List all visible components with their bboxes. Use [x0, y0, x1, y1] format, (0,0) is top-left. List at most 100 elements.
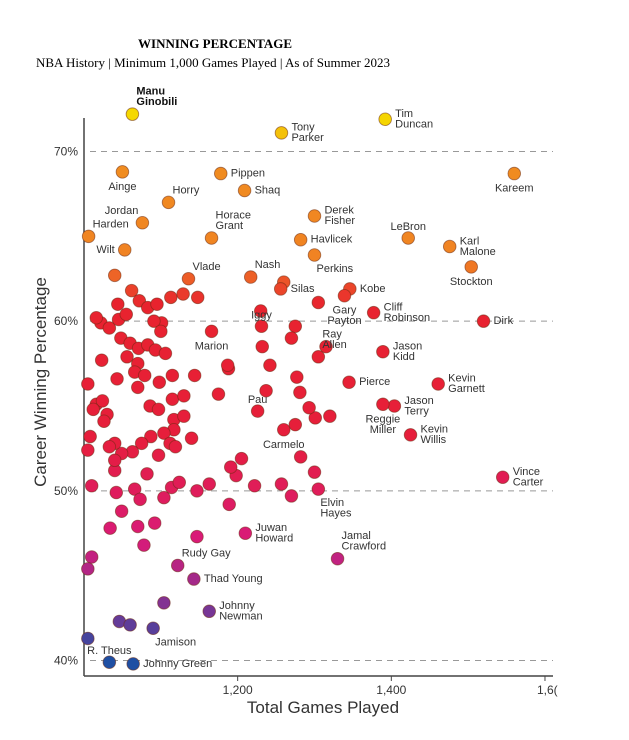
- data-point: [323, 409, 337, 423]
- point-label: Ray: [322, 328, 342, 340]
- point-label: Horace: [216, 210, 251, 222]
- y-tick-label: 60%: [54, 314, 78, 328]
- data-point-labeled: [254, 319, 269, 334]
- data-point: [220, 358, 235, 373]
- point-label: Perkins: [316, 263, 353, 275]
- data-point-labeled: [431, 377, 445, 391]
- data-point: [133, 492, 147, 507]
- data-point: [107, 268, 122, 283]
- data-point: [187, 368, 202, 383]
- data-point: [107, 453, 122, 468]
- data-point: [311, 295, 326, 310]
- y-tick-label: 40%: [54, 654, 78, 668]
- data-point: [89, 311, 104, 325]
- data-point: [190, 484, 204, 498]
- data-point-labeled: [274, 126, 289, 140]
- point-label: Reggie: [365, 413, 400, 425]
- data-point: [157, 490, 171, 505]
- data-point: [84, 478, 99, 493]
- y-tick-label: 70%: [54, 145, 78, 159]
- point-label: R. Theus: [87, 645, 132, 657]
- data-point: [263, 358, 277, 373]
- axes: [83, 118, 553, 677]
- data-point: [140, 467, 154, 481]
- data-point-labeled: [311, 350, 326, 364]
- data-point: [131, 519, 145, 534]
- data-point: [157, 596, 171, 610]
- data-point: [109, 485, 124, 500]
- point-label: Jason: [393, 340, 422, 352]
- point-label: Stockton: [450, 276, 493, 288]
- data-point-labeled: [337, 288, 352, 303]
- point-label: Carmelo: [263, 439, 305, 451]
- data-point: [103, 521, 117, 535]
- data-point: [284, 489, 299, 503]
- data-point-labeled: [464, 260, 478, 274]
- data-point: [176, 287, 190, 301]
- point-label: Fisher: [324, 215, 355, 227]
- data-point: [165, 392, 180, 406]
- point-label: Silas: [291, 283, 315, 295]
- x-tick-label: 1,6(: [537, 683, 558, 697]
- data-point-labeled: [378, 112, 392, 127]
- x-tick-label: 1,200: [223, 683, 253, 697]
- data-point: [86, 402, 100, 417]
- point-label: Ginobili: [136, 96, 177, 108]
- point-label: Parker: [291, 132, 324, 144]
- data-point: [253, 304, 268, 318]
- data-point-labeled: [376, 397, 390, 412]
- data-point: [81, 443, 95, 457]
- data-point: [302, 400, 316, 415]
- data-point: [120, 350, 134, 364]
- data-point-labeled: [307, 209, 322, 223]
- data-point: [137, 368, 152, 383]
- data-point: [124, 283, 139, 298]
- point-label: Nash: [255, 259, 281, 271]
- data-point: [222, 497, 236, 512]
- data-point: [111, 297, 125, 311]
- point-label: Grant: [216, 220, 244, 232]
- point-label: Horry: [173, 184, 200, 196]
- data-point: [274, 477, 289, 491]
- tick-labels: 40% 50% 60% 70% 1,200 1,400 1,6(: [54, 145, 558, 698]
- data-point: [307, 465, 322, 479]
- data-point: [255, 339, 269, 354]
- point-label: Juwan: [255, 522, 287, 534]
- data-point: [137, 538, 151, 552]
- data-point: [190, 529, 204, 544]
- data-point-labeled: [330, 551, 345, 566]
- point-label: Jamison: [155, 636, 196, 648]
- chart-subtitle: NBA History | Minimum 1,000 Games Played…: [36, 55, 391, 70]
- data-point: [284, 331, 299, 345]
- point-label: Thad Young: [204, 573, 263, 585]
- x-axis-label: Total Games Played: [247, 698, 399, 717]
- data-point: [190, 290, 205, 305]
- point-label: Rudy Gay: [182, 547, 231, 559]
- data-point-labeled: [273, 282, 288, 296]
- data-point: [165, 368, 180, 383]
- data-point-labeled: [125, 107, 140, 121]
- data-point: [81, 377, 95, 391]
- data-point: [119, 307, 134, 322]
- data-point: [151, 402, 166, 417]
- data-point: [84, 550, 99, 564]
- point-label: Crawford: [342, 541, 387, 553]
- data-point-labeled: [442, 239, 457, 254]
- point-label: Kevin: [448, 373, 476, 385]
- data-point-labeled: [187, 572, 201, 586]
- data-point: [234, 451, 249, 466]
- point-label: Shaq: [255, 185, 281, 197]
- data-point-labeled: [237, 183, 252, 198]
- data-point: [202, 477, 216, 491]
- data-point: [81, 631, 95, 646]
- point-label: Jordan: [105, 205, 139, 217]
- point-label: Pau: [248, 394, 268, 406]
- data-point-labeled: [126, 657, 140, 671]
- point-label: Cliff: [384, 301, 404, 313]
- data-point: [144, 429, 158, 444]
- y-tick-label: 50%: [54, 484, 78, 498]
- data-point: [223, 460, 238, 474]
- data-point-labeled: [387, 399, 402, 413]
- data-point: [293, 385, 307, 400]
- point-label: Kevin: [421, 424, 449, 436]
